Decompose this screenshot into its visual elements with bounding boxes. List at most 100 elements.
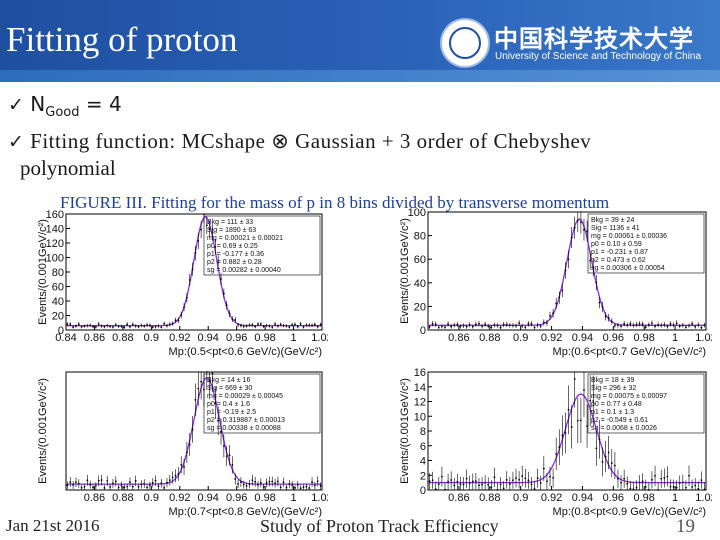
- data-point: [200, 380, 203, 383]
- data-point: [453, 484, 456, 487]
- data-point: [94, 326, 97, 328]
- data-point: [205, 224, 208, 227]
- data-point: [691, 322, 693, 325]
- bullet-ngood: ✓ NGood = 4: [8, 92, 122, 120]
- data-point: [294, 486, 296, 489]
- data-point: [126, 323, 129, 326]
- data-point: [234, 319, 237, 321]
- x-tick-label: 0.94: [198, 332, 219, 344]
- data-point: [542, 467, 545, 470]
- data-point: [632, 488, 635, 491]
- data-point: [484, 323, 487, 326]
- data-point: [564, 431, 567, 434]
- data-point: [481, 325, 483, 328]
- data-point: [450, 325, 453, 328]
- data-point: [183, 466, 185, 468]
- data-point: [197, 240, 200, 242]
- data-point: [444, 326, 446, 329]
- data-point: [183, 306, 185, 309]
- data-point: [288, 483, 291, 485]
- data-point: [437, 483, 440, 486]
- data-point: [75, 325, 77, 327]
- data-point: [688, 324, 690, 327]
- data-point: [487, 483, 490, 486]
- y-axis-label: Events/(0.001GeV/c²): [399, 378, 411, 484]
- data-point: [610, 462, 613, 464]
- data-point: [129, 481, 131, 484]
- y-tick-label: 2: [420, 470, 426, 482]
- y-tick-label: 12: [414, 397, 426, 409]
- stats-entry: Sig = 1890 ± 63: [207, 227, 256, 234]
- x-tick-label: 0.96: [603, 332, 624, 344]
- data-point: [697, 324, 700, 326]
- checkmark-icon: ✓: [8, 94, 24, 116]
- data-point: [123, 326, 126, 329]
- data-point: [490, 486, 493, 489]
- data-point: [308, 324, 311, 327]
- fitting-function-text: Fitting function: MCshape ⊗ Gaussian + 3…: [30, 129, 592, 153]
- data-point: [546, 480, 548, 483]
- data-point: [604, 315, 607, 318]
- data-point: [89, 483, 92, 486]
- data-point: [502, 323, 505, 326]
- data-point: [580, 221, 582, 224]
- data-point: [131, 323, 134, 326]
- data-point: [549, 475, 551, 478]
- data-point: [604, 455, 607, 458]
- data-point: [651, 478, 653, 481]
- stats-entry: p2 = -0.549 ± 0.61: [591, 417, 648, 424]
- y-tick-label: 4: [420, 456, 426, 468]
- x-tick-label: 0.86: [84, 492, 105, 504]
- data-point: [669, 323, 672, 325]
- data-point: [185, 296, 188, 299]
- y-tick-label: 20: [52, 311, 64, 323]
- ngood-value: = 4: [79, 92, 122, 116]
- data-point: [137, 485, 140, 488]
- data-point: [660, 324, 663, 327]
- data-point: [595, 281, 598, 284]
- y-tick-label: 0: [420, 325, 426, 337]
- data-point: [487, 325, 490, 328]
- data-point: [188, 279, 191, 281]
- stats-entry: sg = 0.00338 ± 0.00088: [207, 425, 281, 432]
- data-point: [285, 325, 288, 327]
- data-point: [117, 325, 120, 328]
- data-point: [254, 325, 257, 328]
- data-point: [505, 323, 508, 326]
- data-point: [570, 426, 573, 428]
- x-tick-label: 0.96: [603, 492, 624, 504]
- data-point: [573, 226, 576, 229]
- y-axis-label: Events/(0.001GeV/c²): [399, 218, 411, 324]
- y-tick-label: 40: [414, 278, 426, 290]
- y-tick-label: 160: [46, 210, 64, 221]
- fit-curve: [66, 377, 322, 485]
- data-point: [641, 480, 644, 483]
- header-stripe: [0, 70, 720, 82]
- data-point: [428, 326, 431, 328]
- y-axis-label: Events/(0.001GeV/c²): [37, 219, 49, 325]
- data-point: [444, 488, 446, 491]
- data-point: [151, 481, 154, 484]
- data-point: [75, 481, 77, 484]
- slide-header: Fitting of proton 中国科学技术大学 University of…: [0, 0, 720, 82]
- data-point: [222, 292, 225, 295]
- data-point: [672, 324, 675, 326]
- data-point: [242, 325, 245, 328]
- data-point: [428, 480, 431, 483]
- y-tick-label: 0: [58, 325, 64, 337]
- data-point: [508, 324, 511, 327]
- data-point: [546, 322, 548, 324]
- y-tick-label: 6: [420, 441, 426, 453]
- data-point: [140, 483, 143, 486]
- x-tick-label: 0.92: [169, 332, 190, 344]
- data-point: [524, 477, 527, 480]
- data-point: [626, 324, 629, 326]
- data-point: [240, 481, 242, 484]
- data-point: [106, 324, 109, 327]
- stats-entry: Sig = 1136 ± 41: [591, 225, 640, 232]
- data-point: [228, 312, 231, 315]
- data-point: [180, 463, 183, 466]
- data-point: [468, 323, 471, 326]
- data-point: [691, 485, 693, 488]
- data-point: [114, 323, 117, 326]
